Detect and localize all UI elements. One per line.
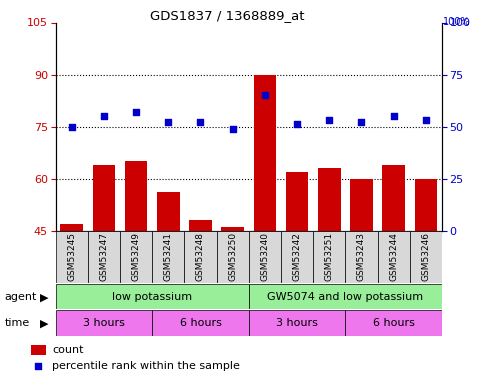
Text: GSM53246: GSM53246	[421, 232, 430, 281]
Point	[229, 126, 237, 132]
Bar	[31, 345, 46, 355]
Text: agent: agent	[5, 292, 37, 302]
Point	[261, 92, 269, 98]
Point	[68, 124, 75, 130]
Bar	[313, 231, 345, 283]
Bar	[216, 231, 249, 283]
Text: GSM53245: GSM53245	[67, 232, 76, 281]
Text: 3 hours: 3 hours	[83, 318, 125, 328]
Text: GSM53250: GSM53250	[228, 232, 237, 281]
Bar	[56, 310, 152, 336]
Text: GDS1837 / 1368889_at: GDS1837 / 1368889_at	[150, 9, 304, 22]
Bar	[152, 231, 185, 283]
Bar	[157, 192, 180, 231]
Bar	[350, 178, 373, 231]
Bar	[120, 231, 152, 283]
Point	[293, 122, 301, 128]
Point	[100, 113, 108, 119]
Text: ▶: ▶	[40, 293, 49, 303]
Text: GSM53248: GSM53248	[196, 232, 205, 281]
Point	[197, 119, 204, 125]
Point	[390, 113, 398, 119]
Point	[422, 117, 430, 123]
Bar	[254, 75, 276, 231]
Text: 100%: 100%	[443, 17, 471, 27]
Text: GSM53243: GSM53243	[357, 232, 366, 281]
Bar	[221, 227, 244, 231]
Point	[132, 109, 140, 115]
Point	[326, 117, 333, 123]
Bar	[249, 231, 281, 283]
Bar	[345, 310, 442, 336]
Bar	[125, 161, 147, 231]
Text: ▶: ▶	[40, 319, 49, 329]
Text: GSM53241: GSM53241	[164, 232, 173, 281]
Text: GSM53244: GSM53244	[389, 232, 398, 281]
Bar	[88, 231, 120, 283]
Point	[164, 119, 172, 125]
Bar	[93, 165, 115, 231]
Bar	[378, 231, 410, 283]
Text: GSM53247: GSM53247	[99, 232, 108, 281]
Text: 6 hours: 6 hours	[373, 318, 414, 328]
Text: 3 hours: 3 hours	[276, 318, 318, 328]
Text: GSM53240: GSM53240	[260, 232, 270, 281]
Bar	[414, 178, 437, 231]
Bar	[189, 220, 212, 231]
Bar	[318, 168, 341, 231]
Bar	[249, 310, 345, 336]
Bar	[410, 231, 442, 283]
Bar	[185, 231, 216, 283]
Text: GSM53242: GSM53242	[293, 232, 301, 281]
Text: GW5074 and low potassium: GW5074 and low potassium	[267, 292, 424, 302]
Text: count: count	[53, 345, 84, 355]
Text: GSM53251: GSM53251	[325, 232, 334, 281]
Point	[34, 363, 42, 369]
Bar	[249, 284, 442, 309]
Bar	[152, 310, 249, 336]
Text: GSM53249: GSM53249	[131, 232, 141, 281]
Bar	[383, 165, 405, 231]
Text: low potassium: low potassium	[112, 292, 192, 302]
Bar	[286, 172, 308, 231]
Bar	[60, 224, 83, 231]
Bar	[281, 231, 313, 283]
Text: time: time	[5, 318, 30, 328]
Point	[357, 119, 365, 125]
Text: percentile rank within the sample: percentile rank within the sample	[53, 361, 240, 371]
Bar	[56, 231, 88, 283]
Bar	[345, 231, 378, 283]
Bar	[56, 284, 249, 309]
Text: 6 hours: 6 hours	[180, 318, 221, 328]
